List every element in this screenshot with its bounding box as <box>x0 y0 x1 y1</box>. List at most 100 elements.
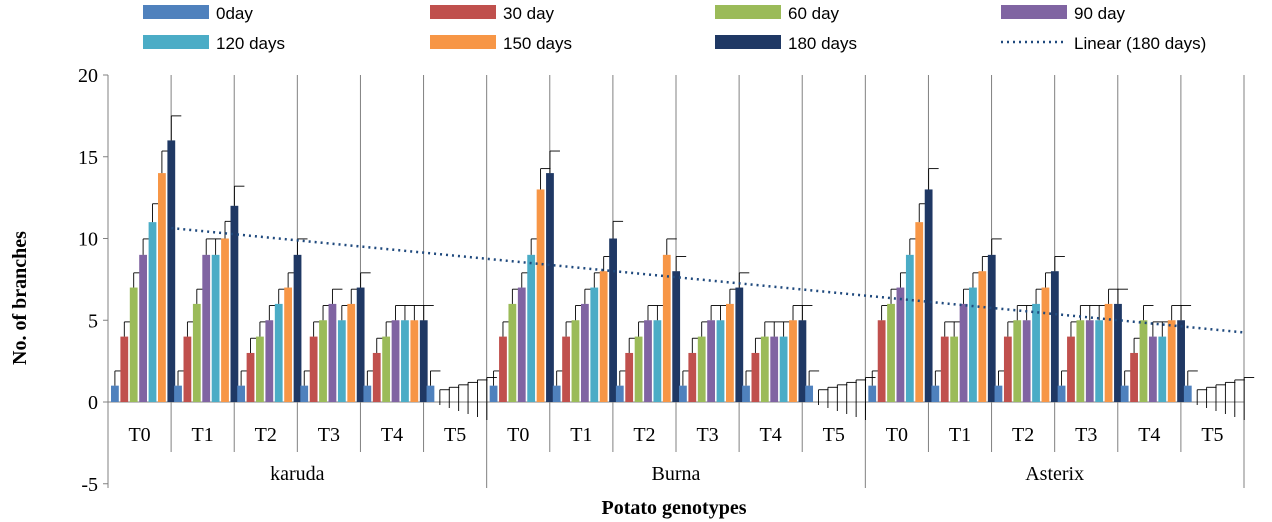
bar <box>221 238 229 402</box>
bar <box>1120 385 1129 402</box>
bar <box>202 254 211 402</box>
bar <box>265 320 274 402</box>
bar <box>1067 336 1075 402</box>
bar <box>284 287 293 402</box>
bar <box>293 254 302 402</box>
category-label: T0 <box>507 424 529 446</box>
legend-label: 150 days <box>503 34 572 53</box>
legend-label: 0day <box>216 4 253 23</box>
bar <box>697 336 706 402</box>
bar <box>158 173 166 402</box>
category-label: T2 <box>1012 424 1034 446</box>
category-label: T3 <box>696 424 718 446</box>
bar <box>1032 303 1040 402</box>
bar <box>1139 320 1148 402</box>
bar <box>1057 385 1066 402</box>
bar <box>1130 352 1138 402</box>
bar <box>517 287 526 402</box>
legend-swatch <box>1001 5 1067 19</box>
bar <box>410 320 419 402</box>
bars <box>111 115 1255 420</box>
bar <box>751 352 760 402</box>
category-label: T1 <box>570 424 592 446</box>
bar <box>211 254 220 402</box>
bar <box>372 352 381 402</box>
bar <box>363 385 372 402</box>
bar <box>246 352 255 402</box>
bar <box>987 254 996 402</box>
bar <box>1148 336 1157 402</box>
category-label: T5 <box>444 424 466 446</box>
bar <box>798 320 807 402</box>
category-label: T4 <box>381 424 403 446</box>
bar <box>969 287 977 402</box>
bar <box>662 254 671 402</box>
legend-label: 180 days <box>788 34 857 53</box>
y-tick-label: 5 <box>88 310 98 332</box>
bar <box>615 385 624 402</box>
legend-swatch <box>430 35 496 49</box>
category-label: T1 <box>192 424 214 446</box>
bar <box>426 385 435 402</box>
group-label: karuda <box>270 463 325 485</box>
bar <box>1183 385 1192 402</box>
y-tick-label: -5 <box>81 474 98 496</box>
bar <box>139 254 147 402</box>
bar <box>735 287 744 402</box>
chart-legend: 0day 30 day 60 day 90 day 120 days 150 days 18… <box>143 4 1206 53</box>
bar <box>688 352 697 402</box>
x-axis-label: Potato genotypes <box>602 497 747 519</box>
bar <box>319 320 327 402</box>
y-tick-label: 15 <box>78 147 98 169</box>
category-label: T1 <box>949 424 971 446</box>
bar <box>950 336 959 402</box>
bar <box>978 271 987 402</box>
bar <box>644 320 652 402</box>
bar <box>419 320 428 402</box>
bar <box>609 238 617 402</box>
bar <box>770 336 779 402</box>
bar <box>590 287 599 402</box>
bar <box>1041 287 1050 402</box>
bar <box>742 385 750 402</box>
bar <box>328 303 337 402</box>
bar <box>707 320 715 402</box>
bar <box>309 336 318 402</box>
bar <box>256 336 264 402</box>
category-label: T2 <box>255 424 277 446</box>
bar <box>536 189 545 402</box>
legend-label: 30 day <box>503 4 555 23</box>
bar <box>760 336 769 402</box>
bar <box>716 320 725 402</box>
bar <box>120 336 129 402</box>
bar <box>571 320 580 402</box>
legend-label: 90 day <box>1074 4 1126 23</box>
legend-label: 60 day <box>788 4 840 23</box>
bar <box>634 336 643 402</box>
bar <box>183 336 192 402</box>
bar <box>111 385 119 402</box>
bar <box>931 385 940 402</box>
bar <box>562 336 570 402</box>
bar <box>1177 320 1185 402</box>
bar <box>1095 320 1104 402</box>
bar <box>779 336 788 402</box>
category-label: T2 <box>633 424 655 446</box>
bar <box>726 303 734 402</box>
bar <box>940 336 949 402</box>
legend-swatch <box>715 5 781 19</box>
category-label: T3 <box>1075 424 1097 446</box>
bar <box>905 254 914 402</box>
bar <box>129 287 138 402</box>
legend-label: Linear (180 days) <box>1074 34 1206 53</box>
y-axis: -5 0 5 10 15 20 <box>78 65 109 496</box>
category-label: T0 <box>128 424 150 446</box>
bar <box>924 189 933 402</box>
bar <box>896 287 905 402</box>
bar <box>877 320 886 402</box>
bar <box>959 303 968 402</box>
bar <box>489 385 498 402</box>
bar <box>167 140 176 402</box>
bar <box>356 287 365 402</box>
